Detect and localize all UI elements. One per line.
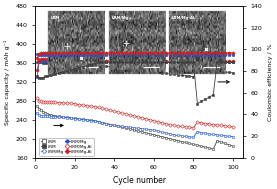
Legend: LRM, LRM, LRM∕Mg, LRM∕Mg, LRM∕Mg-Al, LRM∕Mg-Al: LRM, LRM, LRM∕Mg, LRM∕Mg, LRM∕Mg-Al, LRM…: [39, 138, 94, 156]
Y-axis label: Coulombic efficiency / %: Coulombic efficiency / %: [268, 43, 273, 121]
Y-axis label: Specific capacity / mAh g⁻¹: Specific capacity / mAh g⁻¹: [4, 39, 10, 125]
X-axis label: Cycle number: Cycle number: [112, 176, 166, 185]
